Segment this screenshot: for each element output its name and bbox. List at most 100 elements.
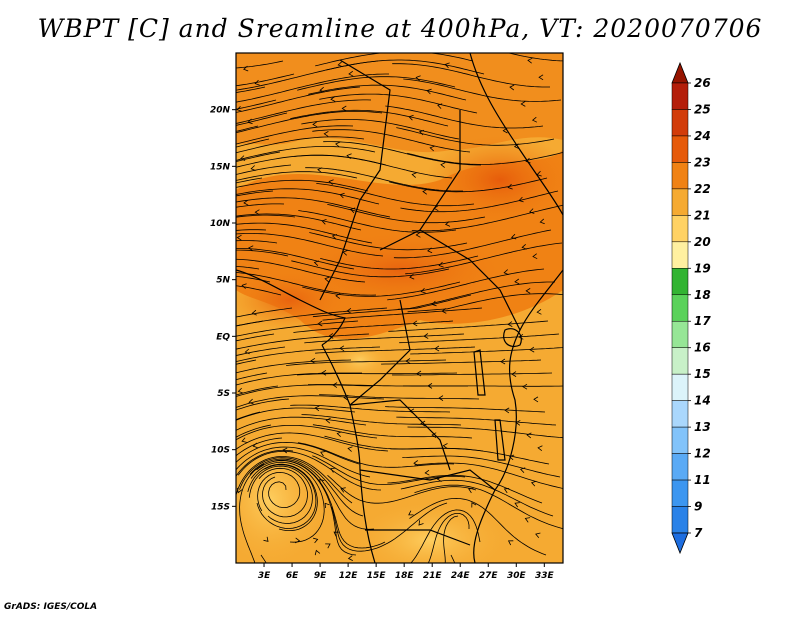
streamline xyxy=(256,464,317,529)
streamline-arrow xyxy=(331,234,338,240)
y-tick-label: 10N xyxy=(210,219,231,229)
streamline xyxy=(236,213,362,231)
streamline xyxy=(236,307,293,318)
streamline-arrow xyxy=(241,437,247,443)
streamline-arrow xyxy=(336,431,342,437)
colorbar-box xyxy=(671,162,689,190)
streamline xyxy=(236,425,378,441)
streamline xyxy=(236,151,281,162)
streamline-arrow xyxy=(529,208,535,214)
streamline xyxy=(236,73,389,103)
streamline-arrow xyxy=(254,79,260,86)
streamline xyxy=(236,359,352,374)
streamline-arrow xyxy=(500,358,506,365)
colorbar-box xyxy=(671,268,689,296)
streamline xyxy=(400,190,559,213)
southern-africa-cool xyxy=(350,500,510,563)
streamline xyxy=(407,152,563,165)
streamline-arrow xyxy=(320,451,326,457)
streamline xyxy=(414,462,563,489)
colorbar-label: 20 xyxy=(694,235,711,249)
colorbar-label: 22 xyxy=(694,182,711,196)
streamline xyxy=(236,136,365,154)
border-2 xyxy=(379,110,461,251)
streamline xyxy=(236,411,261,421)
x-tick-label: 24E xyxy=(451,571,471,581)
streamline xyxy=(236,233,384,257)
streamline-arrow xyxy=(408,114,414,121)
colorbar-label: 26 xyxy=(694,76,711,90)
streamline-arrow xyxy=(539,218,545,225)
streamline xyxy=(236,214,296,218)
streamline xyxy=(239,457,364,517)
streamline-arrow xyxy=(328,179,334,185)
streamline xyxy=(411,204,563,232)
x-tick-label: 30E xyxy=(507,571,527,581)
streamline xyxy=(247,463,318,531)
streamline xyxy=(256,460,357,556)
streamline xyxy=(236,110,383,134)
streamline xyxy=(236,229,267,231)
streamline xyxy=(381,359,542,365)
x-tick-label: 15E xyxy=(367,571,387,581)
streamline-arrow xyxy=(530,480,537,487)
colorbar-label: 9 xyxy=(694,500,702,514)
streamline-arrow xyxy=(420,288,426,294)
colorbar-box xyxy=(671,320,689,348)
streamline-arrow xyxy=(503,488,510,494)
streamline-arrow xyxy=(468,488,474,494)
streamline xyxy=(236,285,282,296)
streamline xyxy=(304,333,465,344)
streamline xyxy=(236,248,355,270)
streamline-arrow xyxy=(514,278,520,285)
footer-credit: GrADS: IGES/COLA xyxy=(4,602,98,612)
streamline-arrow xyxy=(423,333,429,339)
coastlines xyxy=(236,53,563,563)
x-tick-label: 21E xyxy=(423,571,443,581)
streamline-arrow xyxy=(521,244,527,250)
streamline xyxy=(296,372,458,376)
streamline xyxy=(236,456,353,504)
streamline xyxy=(236,407,356,421)
streamline xyxy=(410,347,563,355)
streamline xyxy=(393,229,552,259)
colorbar-box xyxy=(671,506,689,534)
streamline-arrow xyxy=(325,543,331,549)
colorbar-label: 13 xyxy=(694,420,711,434)
streamline xyxy=(396,127,555,146)
streamline xyxy=(308,84,467,101)
streamline-arrow xyxy=(325,417,331,424)
border-7 xyxy=(365,529,471,546)
streamline xyxy=(315,346,476,354)
streamline-arrow xyxy=(405,358,411,364)
streamline xyxy=(237,450,382,491)
streamline-arrow xyxy=(247,118,253,125)
streamline-arrow xyxy=(346,307,352,314)
streamline xyxy=(320,255,479,270)
streamline xyxy=(236,222,373,244)
streamline xyxy=(387,474,543,504)
colorbar-box xyxy=(671,400,689,428)
streamline-arrow xyxy=(411,172,417,178)
streamline xyxy=(236,372,362,386)
chart-title: WBPT [C] and Sreamline at 400hPa, VT: 20… xyxy=(37,14,763,43)
streamline xyxy=(236,188,380,205)
streamline xyxy=(258,467,308,518)
y-tick-label: 5N xyxy=(216,276,230,286)
streamline-arrow xyxy=(532,253,538,260)
streamline xyxy=(260,554,267,563)
streamline-arrow xyxy=(330,467,336,473)
colorbar-label: 18 xyxy=(694,288,711,302)
streamline xyxy=(297,76,456,91)
streamline xyxy=(236,372,268,381)
streamline-arrow xyxy=(527,57,533,64)
colorbar-max-triangle xyxy=(671,61,689,84)
streamline xyxy=(396,416,557,426)
streamline-arrow xyxy=(471,502,477,508)
streamline-arrow xyxy=(522,383,528,390)
border-5 xyxy=(349,399,451,471)
axes: 3E 6E 9E 12E 15E 18E 21E 24E 27E 30E 33E 20N 15N 10N 5… xyxy=(210,106,555,581)
streamline xyxy=(236,249,289,257)
y-tick-label: 10S xyxy=(211,446,230,456)
colorbar-label: 23 xyxy=(694,155,711,169)
